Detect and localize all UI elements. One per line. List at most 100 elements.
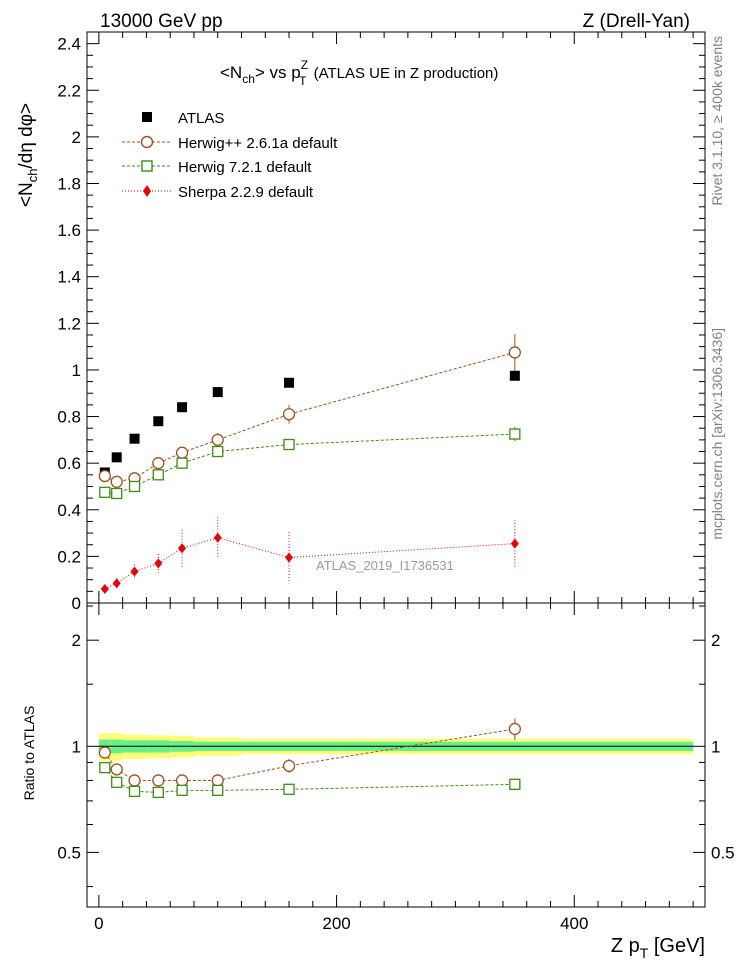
legend-label-herwigpp: Herwig++ 2.6.1a default <box>178 135 338 152</box>
ratio-xtick-label: 200 <box>322 914 350 933</box>
legend-entry-atlas: ATLAS <box>142 110 224 127</box>
legend-marker-herwigpp <box>140 135 154 149</box>
main-series-2 <box>99 427 521 500</box>
main-point <box>152 469 164 481</box>
main-point <box>175 446 189 459</box>
main-point <box>284 377 295 388</box>
ratio-point <box>152 774 165 787</box>
legend-label-sherpa: Sherpa 2.2.9 default <box>178 184 314 201</box>
ratio-ytick-label-right: 2 <box>711 631 720 650</box>
main-point <box>282 408 296 421</box>
main-point <box>98 469 111 483</box>
main-ytick-label: 1.8 <box>57 174 81 193</box>
main-series-line <box>104 351 515 483</box>
main-point <box>283 438 295 451</box>
ratio-ytick-label-right: 0.5 <box>711 843 735 862</box>
ratio-point <box>128 785 141 798</box>
main-point <box>177 402 188 413</box>
main-point <box>129 433 140 444</box>
main-point <box>111 452 122 463</box>
main-point <box>99 486 111 498</box>
main-point <box>509 428 521 440</box>
mcplots-label: mcplots.cern.ch [arXiv:1306.3436] <box>709 328 725 540</box>
legend-entry-herwigpp: Herwig++ 2.6.1a default <box>122 135 338 152</box>
ratio-point <box>111 776 123 789</box>
main-series-3 <box>100 516 519 595</box>
main-ytick-label: 1.4 <box>57 268 81 287</box>
main-point <box>178 543 187 554</box>
main-ytick-label: 0 <box>72 594 81 613</box>
ratio-point <box>175 774 189 787</box>
main-point <box>211 433 224 447</box>
ratio-point <box>176 784 188 796</box>
main-point <box>154 558 163 569</box>
main-ytick-label: 2 <box>72 128 81 147</box>
legend-marker-sherpa <box>143 185 151 197</box>
ratio-bands <box>98 733 694 761</box>
main-series-1 <box>98 333 521 488</box>
xlabel: Z pT [GeV] <box>611 935 705 961</box>
main-ytick-label: 1.6 <box>57 221 81 240</box>
main-point <box>212 387 223 398</box>
legend-entry-sherpa: Sherpa 2.2.9 default <box>122 184 314 201</box>
ratio-ytick-label-left: 2 <box>72 631 81 650</box>
ratio-point <box>211 774 224 787</box>
main-point <box>128 480 141 493</box>
main-point <box>130 566 139 577</box>
ratio-point <box>98 746 111 759</box>
ratio-point <box>508 722 521 736</box>
axes: 0 0.2 0.4 0.6 0.8 1 1.2 1.4 1.6 1.8 2 2.2 2.4 0 200 400… <box>57 31 735 933</box>
header-left: 13000 GeV pp <box>100 11 223 32</box>
main-ytick-label: 0.2 <box>57 547 81 566</box>
ratio-point <box>283 783 295 795</box>
ratio-series <box>98 718 521 799</box>
main-series-line <box>104 537 515 590</box>
main-point <box>508 346 521 359</box>
rivet-label: Rivet 3.1.10, ≥ 400k events <box>709 36 725 206</box>
legend-entry-herwig7: Herwig 7.2.1 default <box>122 159 312 176</box>
ratio-point <box>110 763 123 776</box>
ratio-point <box>128 774 141 787</box>
main-ytick-label: 2.2 <box>57 81 81 100</box>
main-ytick-label: 1.2 <box>57 314 81 333</box>
main-series-line <box>104 433 515 494</box>
legend-marker-atlas <box>142 112 152 122</box>
ratio-xtick-label: 0 <box>94 914 103 933</box>
main-ytick-label: 0.8 <box>57 408 81 427</box>
main-point <box>285 552 294 563</box>
ratio-point <box>509 778 521 790</box>
main-point <box>510 538 519 549</box>
main-point <box>213 532 222 543</box>
main-point <box>212 445 224 458</box>
ratio-ytick-label-right: 1 <box>711 737 720 756</box>
main-point <box>152 457 165 470</box>
main-point <box>100 584 109 595</box>
main-point <box>176 457 188 469</box>
ratio-point <box>99 761 111 774</box>
main-title: <Nch> vs pZ T (ATLAS UE in Z production) <box>220 58 498 88</box>
ratio-ytick-label-left: 0.5 <box>57 843 81 862</box>
main-ytick-label: 2.4 <box>57 35 81 54</box>
ratio-frame <box>86 602 706 908</box>
ratio-point <box>152 786 164 799</box>
main-point <box>153 416 164 427</box>
main-ytick-label: 0.6 <box>57 454 81 473</box>
main-point <box>110 475 123 488</box>
ratio-series-line <box>104 728 515 781</box>
main-ytick-label: 0.4 <box>57 501 81 520</box>
main-point <box>112 578 121 589</box>
ratio-xtick-label: 400 <box>560 914 588 933</box>
main-series <box>98 333 521 595</box>
ratio-point <box>212 784 224 796</box>
legend-label-atlas: ATLAS <box>178 110 224 127</box>
ratio-point <box>282 759 296 773</box>
ratio-series-line <box>104 767 515 793</box>
legend-marker-herwig7 <box>141 160 153 172</box>
main-point <box>111 487 123 500</box>
ratio-ytick-label-left: 1 <box>72 737 81 756</box>
ratio-series-0 <box>98 718 521 787</box>
main-ylabel: <Nch/dη dφ> <box>16 103 40 207</box>
legend: ATLAS Herwig++ 2.6.1a default Herwig 7.2… <box>122 110 338 201</box>
analysis-label: ATLAS_2019_I1736531 <box>316 558 454 573</box>
